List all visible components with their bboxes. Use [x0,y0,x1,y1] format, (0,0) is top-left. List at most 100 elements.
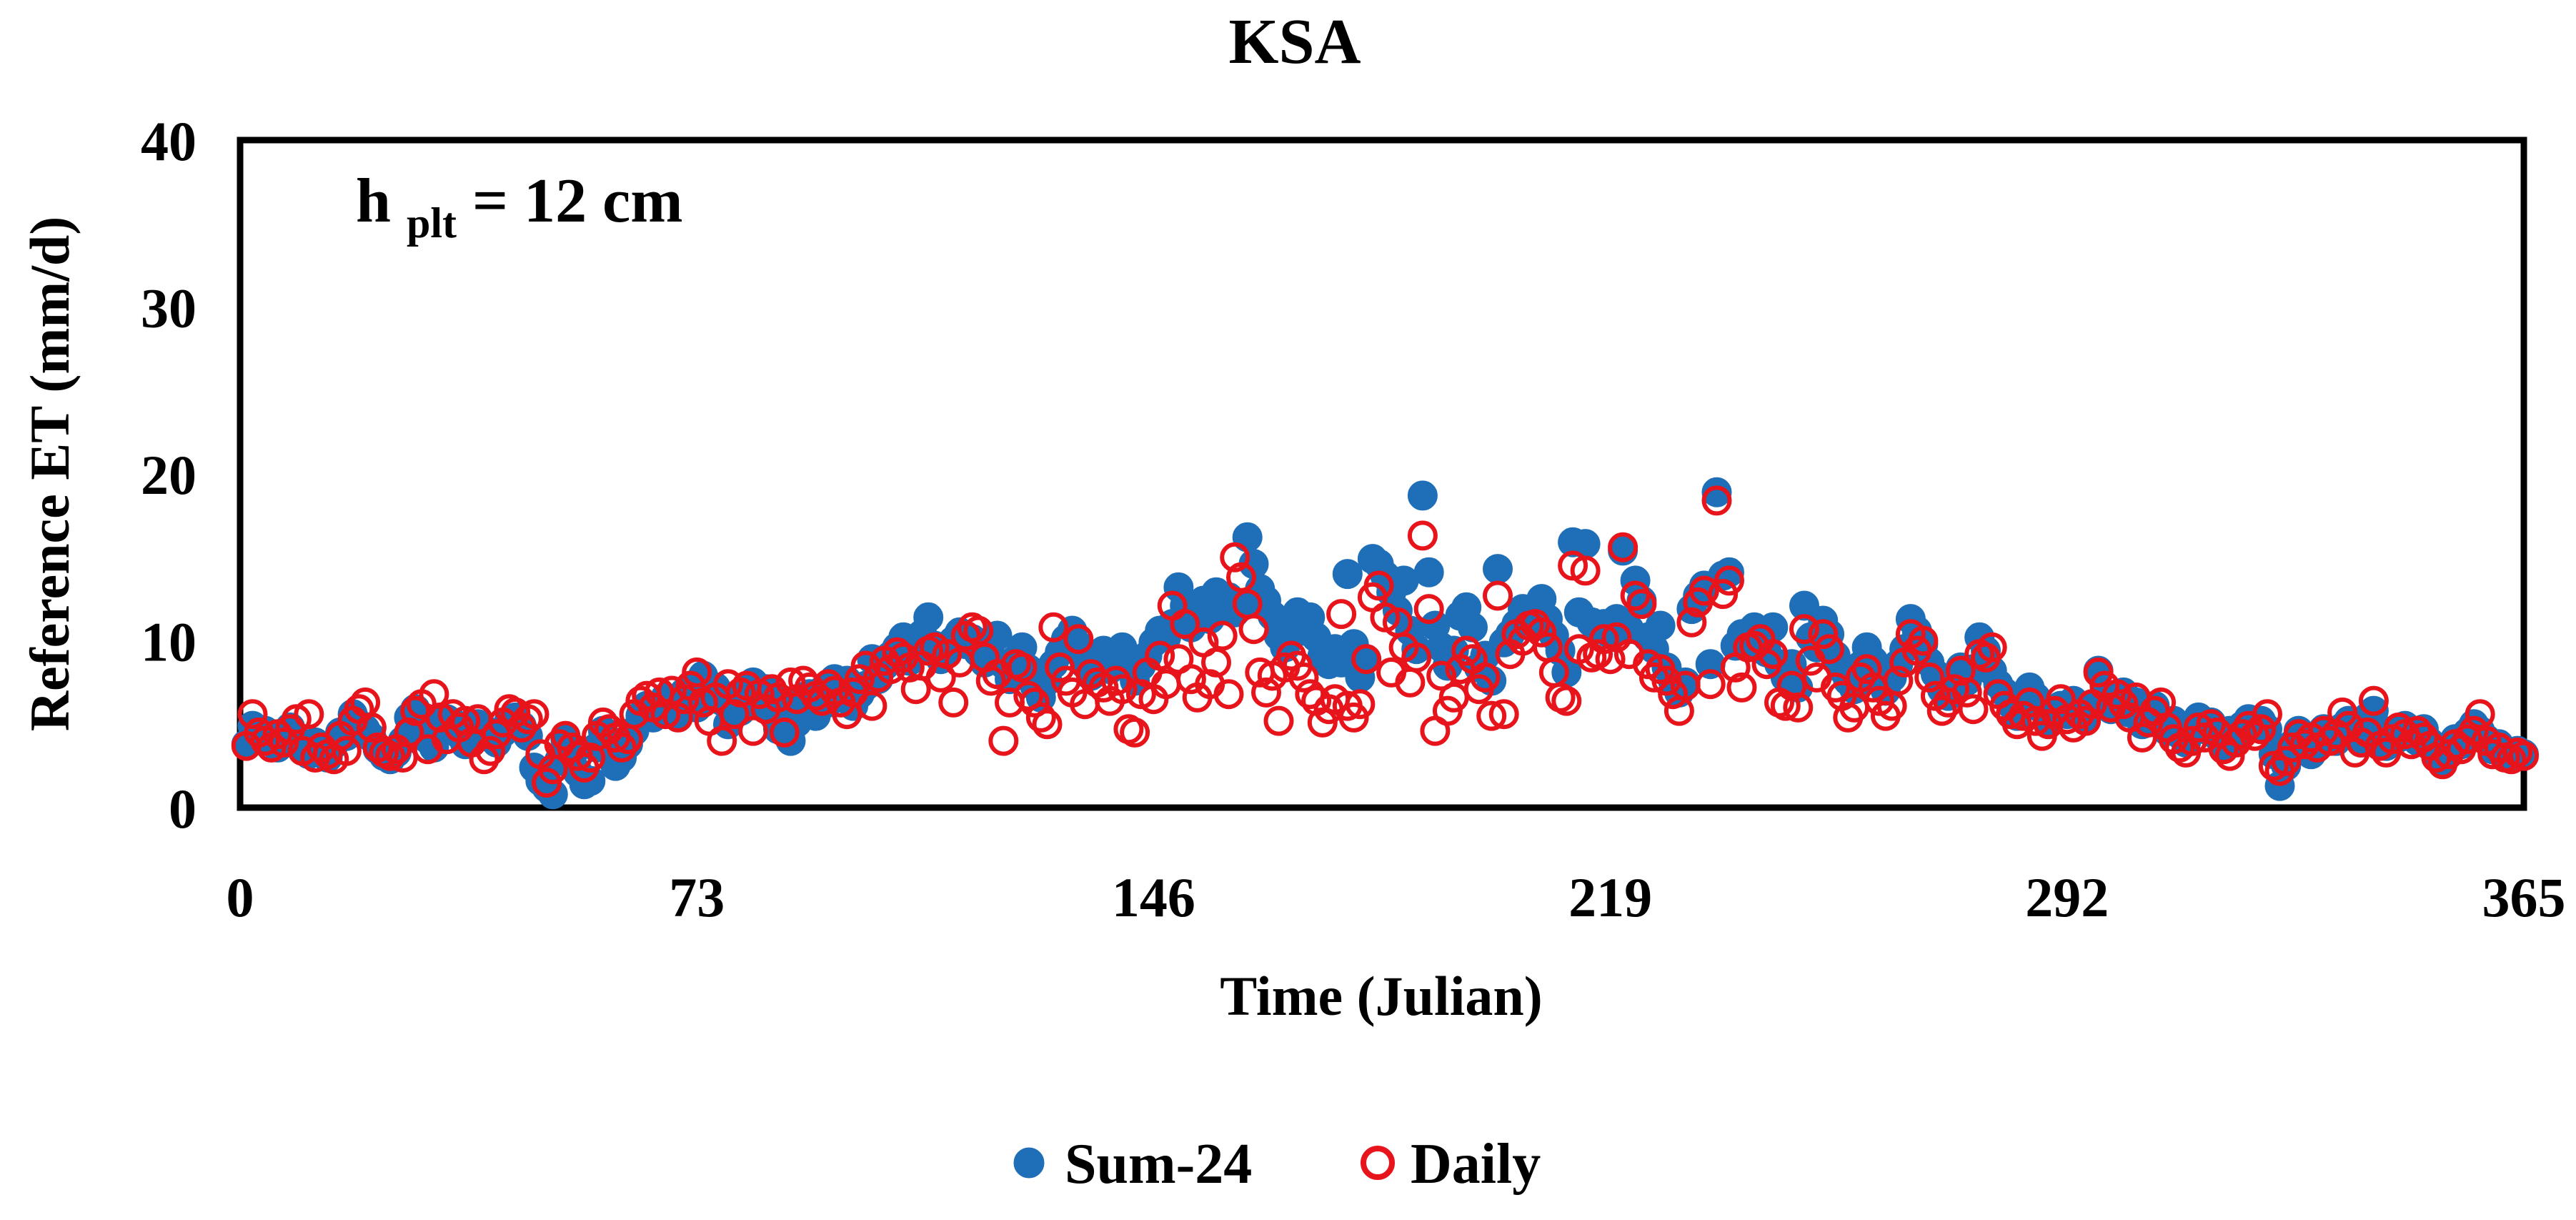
daily-point [988,725,1019,756]
daily-point [2239,720,2270,751]
daily-point [2196,709,2227,740]
daily-point [1345,689,1376,720]
daily-point [1851,654,1882,685]
daily-point [963,615,994,646]
sum-24-point [913,602,944,633]
daily-point [769,717,800,748]
daily-point [1814,634,1845,665]
daily-point [475,735,506,766]
daily-point [1483,580,1513,611]
daily-point [1288,662,1319,693]
daily-point [1363,570,1394,601]
plot-height-annotation: h plt = 12 cm [356,167,683,252]
daily-point [2452,724,2483,755]
daily-point [1326,599,1357,630]
daily-point [1789,614,1819,645]
legend-label-daily: Daily [1411,1133,1541,1196]
daily-point [607,732,637,763]
sum-24-point [1388,565,1419,596]
daily-point [1107,674,1138,705]
daily-point [857,690,887,721]
sum-24-point [1701,477,1732,507]
annotation-subscript: plt [407,199,457,247]
y-tick-label: 10 [141,611,197,673]
daily-point [1207,620,1238,651]
daily-point [1714,565,1744,596]
chart-title: KSA [1228,6,1361,77]
daily-point [1032,709,1063,740]
sum-24-point [1332,559,1363,590]
daily-point [294,699,324,730]
daily-point [1588,624,1619,655]
daily-point [1926,695,1957,726]
y-tick-label: 40 [141,110,197,172]
daily-point [2071,705,2102,736]
series-daily [231,485,2539,798]
legend: Sum-24 Daily [1013,1133,1541,1196]
daily-point [1175,664,1206,695]
plot-area-frame [237,137,2527,811]
daily-point [1958,694,1989,725]
daily-point [2358,685,2389,716]
x-tick-label: 219 [1568,866,1652,928]
daily-point [2465,699,2495,730]
y-tick-label: 30 [141,277,197,339]
daily-point [1226,562,1256,592]
x-tick-label: 146 [1112,866,1195,928]
daily-point [1120,717,1150,748]
daily-point [1013,680,1044,711]
x-tick-label: 73 [669,866,725,928]
legend-marker-daily [1361,1146,1395,1180]
daily-point [2496,744,2527,775]
daily-point [1470,662,1501,693]
daily-point [2246,714,2277,745]
daily-point [1726,672,1757,703]
daily-point [237,699,268,730]
daily-point [725,677,756,708]
daily-point [1951,677,1982,708]
daily-point [682,657,712,688]
daily-point [1908,625,1939,656]
daily-point [1426,660,1457,691]
legend-marker-sum-24 [1013,1147,1045,1179]
daily-point [2127,722,2157,753]
daily-point [1608,532,1638,562]
daily-point [1520,609,1551,640]
daily-point [2046,684,2076,715]
daily-point [1201,647,1231,678]
daily-point [1570,555,1601,586]
daily-point [1401,642,1432,673]
daily-point [757,674,787,705]
daily-point [1976,632,2007,663]
daily-point [1238,614,1269,645]
annotation-suffix: = 12 cm [472,167,683,236]
y-axis-ticks: 0 10 20 30 40 [141,110,197,840]
legend-label-sum-24: Sum-24 [1065,1133,1252,1196]
daily-point [1689,575,1719,606]
daily-point [1213,679,1244,710]
x-axis-ticks: 0 73 146 219 292 365 [227,866,2566,928]
daily-point [738,715,768,746]
daily-point [1939,674,1970,705]
daily-point [1145,640,1175,671]
daily-point [2509,740,2539,771]
daily-point [1451,635,1482,666]
daily-point [775,667,806,698]
x-axis-label: Time (Julian) [1220,965,1542,1027]
daily-point [1476,700,1507,731]
daily-point [1701,485,1732,516]
daily-point [2227,719,2257,750]
daily-point [1251,677,1281,708]
daily-point [1488,699,1519,730]
daily-point [1620,580,1651,611]
sum-24-point [1483,554,1513,585]
daily-point [1820,672,1851,703]
daily-point [1770,690,1801,721]
daily-point [356,712,387,743]
daily-point [1063,624,1094,655]
daily-point [1007,652,1038,683]
x-tick-label: 292 [2025,866,2109,928]
daily-point [1526,617,1557,648]
daily-point [1020,687,1050,718]
daily-point [1413,594,1444,625]
